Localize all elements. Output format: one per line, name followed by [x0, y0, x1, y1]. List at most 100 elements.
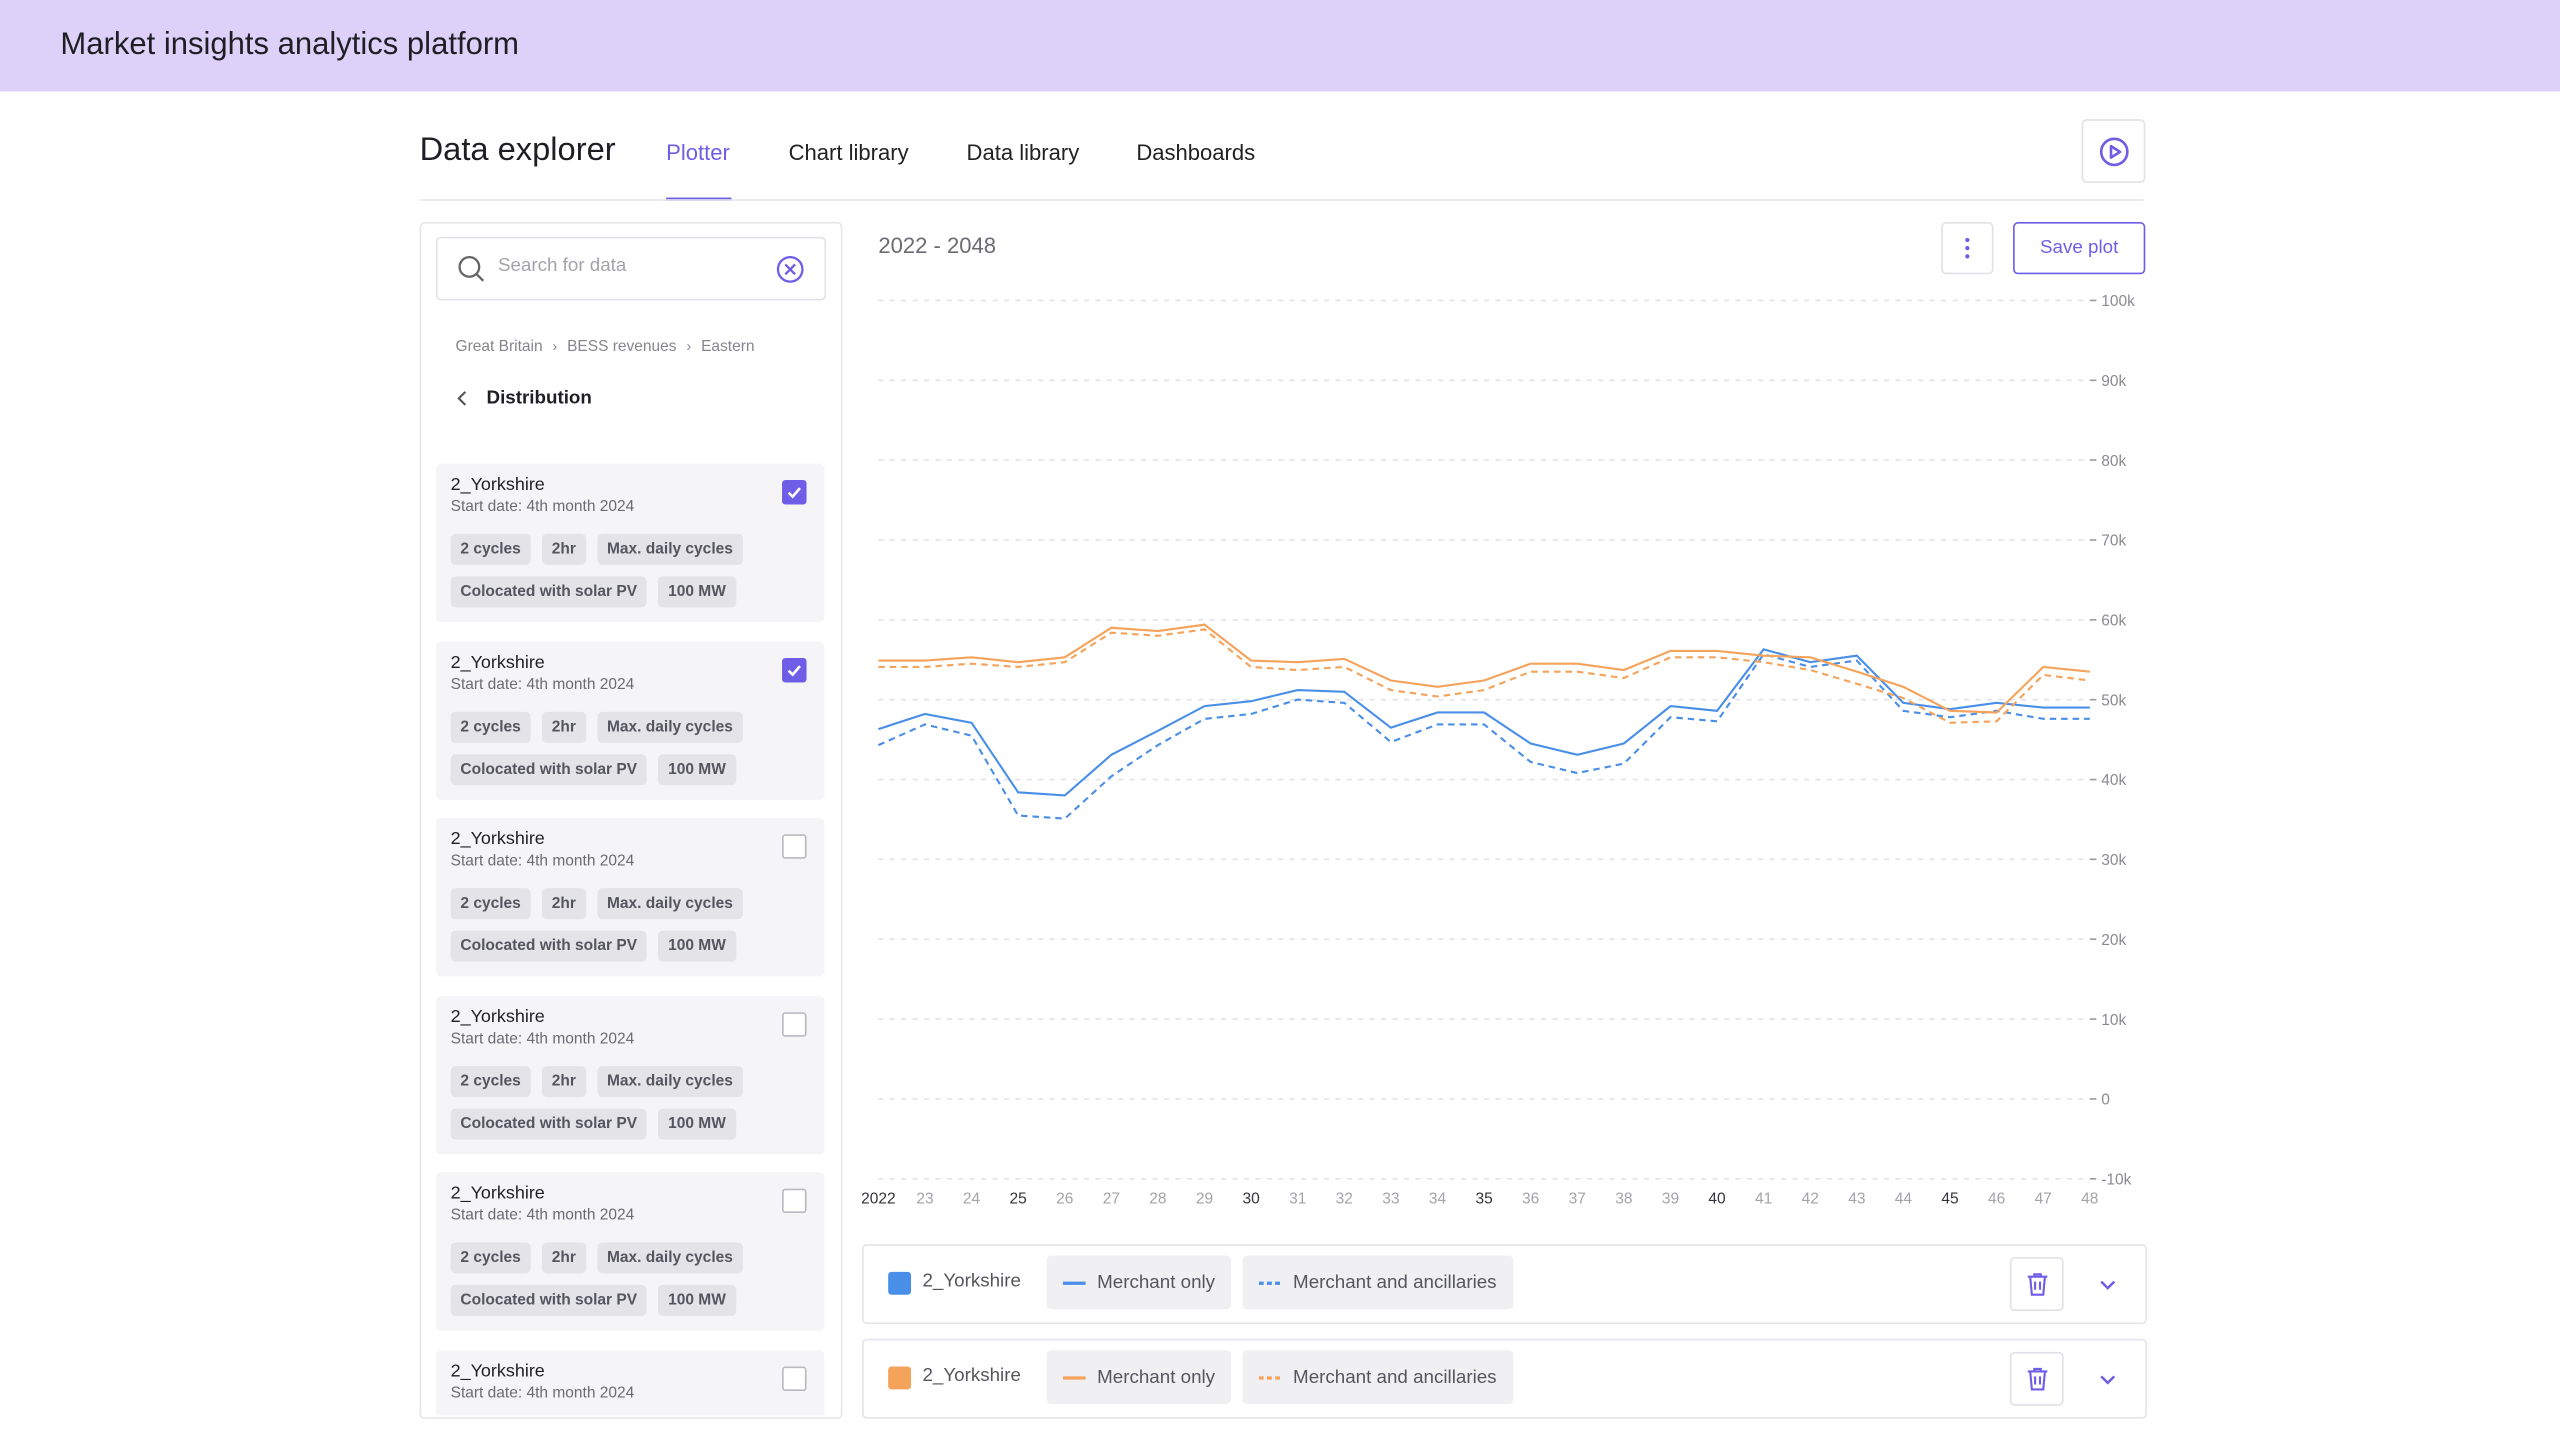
x-tick-label: 29	[1196, 1190, 1213, 1207]
tab[interactable]: Chart library	[788, 140, 909, 165]
checkbox[interactable]	[782, 1366, 807, 1392]
legend-group: 2_Yorkshire	[922, 1271, 1021, 1292]
x-tick-label: 38	[1615, 1190, 1632, 1207]
x-tick-label: 36	[1522, 1190, 1539, 1207]
y-tick-label: 70k	[2101, 533, 2126, 550]
item-card[interactable]: 2_Yorkshire Start date: 4th month 2024 2 c…	[435, 463, 825, 623]
x-tick-label: 46	[1988, 1190, 2005, 1207]
item-card[interactable]: 2_Yorkshire Start date: 4th month 2024 2 c…	[435, 995, 825, 1154]
series-line	[878, 623, 2090, 714]
item-title: 2_Yorkshire	[450, 652, 545, 672]
save-button[interactable]: Save plot	[2013, 222, 2146, 275]
x-tick-label: 35	[1475, 1190, 1492, 1207]
chevron-icon	[2100, 1375, 2116, 1385]
delete-button[interactable]	[2009, 1351, 2064, 1406]
tag: 2 cycles	[450, 1065, 531, 1097]
back-icon	[457, 391, 467, 406]
expand-button[interactable]	[2098, 1273, 2118, 1293]
x-tick-label: 43	[1848, 1190, 1865, 1207]
tag: Colocated with solar PV	[450, 1108, 647, 1140]
tag: Colocated with solar PV	[450, 576, 647, 608]
item-subtitle: Start date: 4th month 2024	[450, 675, 635, 694]
x-tick-label: 44	[1895, 1190, 1913, 1207]
delete-button[interactable]	[2009, 1257, 2064, 1312]
item-subtitle: Start date: 4th month 2024	[450, 497, 635, 516]
item-card[interactable]: 2_Yorkshire Start date: 4th month 2024 2 c…	[435, 818, 825, 977]
legend-label: Merchant only	[1097, 1272, 1216, 1293]
item-subtitle: Start date: 4th month 2024	[450, 1384, 635, 1403]
item-card[interactable]: 2_Yorkshire Start date: 4th month 2024 2 c…	[435, 1172, 825, 1332]
tag: Max. daily cycles	[597, 1065, 743, 1097]
tag: 2hr	[542, 711, 586, 743]
x-tick-label: 2022	[861, 1190, 895, 1207]
item-card[interactable]: 2_Yorkshire Start date: 4th month 2024	[435, 1350, 825, 1416]
expand-button[interactable]	[2098, 1368, 2118, 1388]
tag-list: 2 cycles 2hr Max. daily cycles Colocated wi…	[450, 533, 778, 608]
tag: 100 MW	[658, 930, 736, 962]
tag: 2 cycles	[450, 1243, 531, 1275]
checkbox[interactable]	[782, 1011, 807, 1037]
breadcrumb: Great Britain › BESS revenues › Eastern	[456, 335, 755, 358]
checkbox[interactable]	[782, 479, 807, 505]
menu-button[interactable]	[1941, 222, 1994, 275]
item-title: 2_Yorkshire	[450, 829, 545, 850]
legend-line	[1062, 1375, 1086, 1379]
crumb[interactable]: Eastern	[701, 337, 755, 356]
section-header[interactable]: Distribution	[454, 385, 592, 411]
y-tick-label: 100k	[2101, 293, 2135, 310]
clear-icon[interactable]	[776, 255, 805, 284]
x-tick-label: 39	[1662, 1190, 1679, 1207]
checkbox[interactable]	[782, 834, 807, 860]
checkbox[interactable]	[782, 1189, 807, 1214]
tag: 2hr	[542, 888, 586, 920]
search-box[interactable]: Search for data	[435, 236, 827, 301]
item-title: 2_Yorkshire	[450, 1007, 545, 1027]
x-tick-label: 41	[1755, 1190, 1772, 1207]
tag: 2 cycles	[450, 888, 531, 920]
x-tick-label: 48	[2081, 1190, 2098, 1207]
item-subtitle: Start date: 4th month 2024	[450, 852, 635, 871]
legend-line	[1062, 1280, 1086, 1285]
x-tick-label: 26	[1056, 1190, 1073, 1207]
legend-swatch	[888, 1366, 912, 1390]
crumb[interactable]: BESS revenues	[567, 337, 677, 356]
x-tick-label: 33	[1382, 1190, 1399, 1207]
y-tick-label: 50k	[2101, 692, 2126, 709]
sidebar	[419, 222, 843, 1419]
y-tick-label: 80k	[2101, 453, 2126, 470]
y-tick-label: 40k	[2101, 772, 2126, 789]
tab[interactable]: Data library	[966, 140, 1080, 165]
y-tick-label: 0	[2101, 1092, 2110, 1109]
legend-row: 2_Yorkshire Merchant only Merchant and anc…	[862, 1338, 2147, 1419]
x-tick-label: 24	[963, 1190, 981, 1207]
trash-icon	[2026, 1273, 2047, 1296]
y-tick-label: 10k	[2101, 1012, 2126, 1029]
tag-list: 2 cycles 2hr Max. daily cycles Colocated wi…	[450, 888, 778, 962]
chart-subtitle: 2022 - 2048	[878, 233, 997, 258]
item-card[interactable]: 2_Yorkshire Start date: 4th month 2024 2 c…	[435, 640, 825, 800]
legend-item[interactable]: Merchant only	[1046, 1255, 1232, 1310]
tag: Max. daily cycles	[597, 888, 743, 920]
chevron-icon	[2100, 1280, 2116, 1290]
tab[interactable]: Plotter	[666, 140, 730, 165]
tag: Colocated with solar PV	[450, 753, 647, 785]
tab[interactable]: Dashboards	[1136, 140, 1256, 165]
play-button[interactable]	[2081, 119, 2146, 183]
legend-item[interactable]: Merchant and ancillaries	[1242, 1350, 1513, 1405]
legend-item[interactable]: Merchant and ancillaries	[1242, 1255, 1513, 1310]
tag: 2hr	[542, 533, 586, 565]
legend-item[interactable]: Merchant only	[1046, 1350, 1232, 1405]
section-title: Distribution	[486, 388, 592, 409]
crumb[interactable]: Great Britain	[455, 337, 543, 356]
crumb-sep: ›	[686, 337, 692, 355]
tag: Colocated with solar PV	[450, 1285, 647, 1317]
legend-label: Merchant and ancillaries	[1293, 1367, 1497, 1387]
divider	[419, 199, 2144, 201]
x-tick-label: 25	[1010, 1190, 1027, 1207]
x-tick-label: 32	[1336, 1190, 1353, 1207]
legend-group: 2_Yorkshire	[922, 1366, 1021, 1387]
checkbox[interactable]	[782, 657, 807, 682]
check-icon	[787, 664, 801, 676]
tag: 100 MW	[658, 576, 736, 608]
tag: Max. daily cycles	[597, 533, 743, 565]
